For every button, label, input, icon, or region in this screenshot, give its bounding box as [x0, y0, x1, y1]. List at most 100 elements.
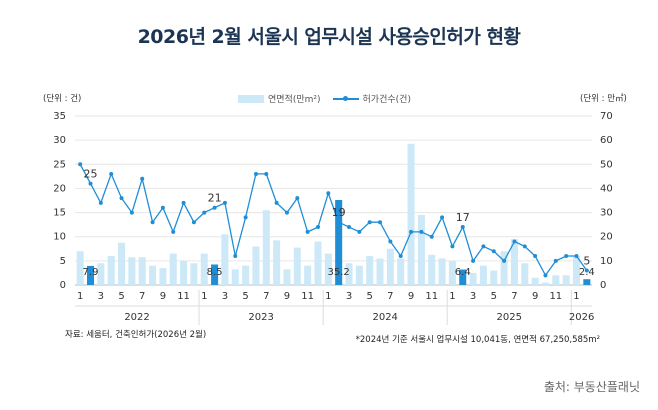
- bar: [211, 264, 219, 285]
- line-point: [78, 162, 83, 167]
- x-tick-label: 3: [470, 291, 476, 302]
- x-tick-label: 7: [387, 291, 393, 302]
- line-point: [202, 210, 207, 215]
- year-label: 2025: [497, 312, 522, 323]
- bar: [572, 256, 581, 285]
- line-point: [574, 254, 579, 259]
- line-point: [388, 239, 393, 244]
- bar: [407, 143, 415, 285]
- y-right-tick-label: 0: [600, 280, 606, 291]
- x-tick-label: 1: [77, 291, 83, 302]
- bar-value-label: 7.9: [83, 267, 99, 278]
- line-point: [222, 200, 227, 205]
- line-point: [253, 171, 258, 176]
- line-value-label: 19: [332, 206, 346, 219]
- source-note: 자료: 세움터, 건축인허가(2026년 2월): [65, 330, 207, 340]
- bar: [324, 253, 332, 285]
- y-left-tick-label: 15: [53, 208, 66, 219]
- legend-bar-swatch: [238, 94, 264, 103]
- line-point: [181, 200, 186, 205]
- y-right-tick-label: 50: [600, 159, 613, 170]
- bar: [128, 257, 136, 285]
- line-point: [502, 258, 507, 263]
- bar: [428, 254, 436, 285]
- line-point: [98, 200, 103, 205]
- bar: [521, 263, 529, 285]
- line-point: [150, 220, 155, 225]
- bar: [97, 263, 105, 285]
- y-right-tick-label: 60: [600, 135, 613, 146]
- x-tick-label: 5: [242, 291, 248, 302]
- year-label: 2024: [372, 312, 397, 323]
- bar-value-label: 6.4: [455, 267, 471, 278]
- x-tick-label: 5: [118, 291, 124, 302]
- year-label: 2026: [569, 312, 594, 323]
- line-point: [378, 220, 383, 225]
- line-point: [429, 234, 434, 239]
- line-point: [336, 220, 341, 225]
- bar: [583, 279, 591, 285]
- line-point: [305, 229, 310, 234]
- legend-line-swatch: [332, 95, 359, 103]
- line-point: [522, 244, 527, 249]
- left-axis-unit: (단위 : 건): [43, 94, 82, 104]
- bar: [397, 258, 405, 285]
- y-left-tick-label: 5: [60, 256, 66, 267]
- line-point: [171, 229, 176, 234]
- line-point: [543, 273, 548, 278]
- bar: [541, 282, 549, 285]
- bar: [149, 265, 157, 285]
- x-tick-label: 11: [301, 291, 314, 302]
- line-value-label: 17: [456, 211, 470, 224]
- bar: [304, 265, 312, 285]
- line-point: [398, 254, 403, 259]
- x-tick-label: 9: [532, 291, 538, 302]
- bar: [345, 263, 353, 285]
- bar: [118, 242, 126, 285]
- line-point: [357, 229, 362, 234]
- bar: [262, 210, 270, 285]
- line-point: [119, 196, 124, 201]
- line-point: [460, 225, 465, 230]
- y-right-tick-label: 20: [600, 232, 613, 243]
- bar-value-label: 35.2: [328, 267, 350, 278]
- line-point: [367, 220, 372, 225]
- footnote: *2024년 기준 서울시 업무시설 10,041동, 연면적 67,250,5…: [355, 335, 600, 345]
- bar: [283, 269, 291, 285]
- bar: [252, 246, 260, 285]
- y-left-tick-label: 20: [53, 183, 66, 194]
- line-point: [491, 249, 496, 254]
- bar: [231, 269, 239, 285]
- bar: [159, 268, 167, 285]
- line-point: [553, 258, 558, 263]
- x-tick-label: 11: [177, 291, 190, 302]
- y-right-tick-label: 30: [600, 208, 613, 219]
- bar: [376, 258, 384, 285]
- x-tick-label: 9: [160, 291, 166, 302]
- bar: [242, 265, 250, 285]
- chart-title: 2026년 2월 서울시 업무시설 사용승인허가 현황: [137, 26, 521, 48]
- bar: [273, 240, 281, 285]
- line-point: [191, 220, 196, 225]
- line-point: [140, 176, 145, 181]
- year-label: 2022: [124, 312, 149, 323]
- bar: [417, 214, 425, 285]
- line-series: [79, 163, 588, 277]
- y-left-tick-label: 35: [53, 111, 66, 122]
- line-point: [584, 268, 589, 273]
- bar: [459, 269, 467, 285]
- x-tick-label: 5: [491, 291, 497, 302]
- line-point: [481, 244, 486, 249]
- x-tick-label: 7: [139, 291, 145, 302]
- bar: [490, 270, 498, 285]
- x-tick-label: 1: [325, 291, 331, 302]
- line-point: [409, 229, 414, 234]
- line-point: [274, 200, 279, 205]
- line-point: [347, 225, 352, 230]
- line-point: [315, 225, 320, 230]
- x-tick-label: 5: [367, 291, 373, 302]
- bar: [86, 265, 95, 285]
- x-tick-label: 3: [98, 291, 104, 302]
- x-tick-label: 9: [408, 291, 414, 302]
- line-point: [419, 229, 424, 234]
